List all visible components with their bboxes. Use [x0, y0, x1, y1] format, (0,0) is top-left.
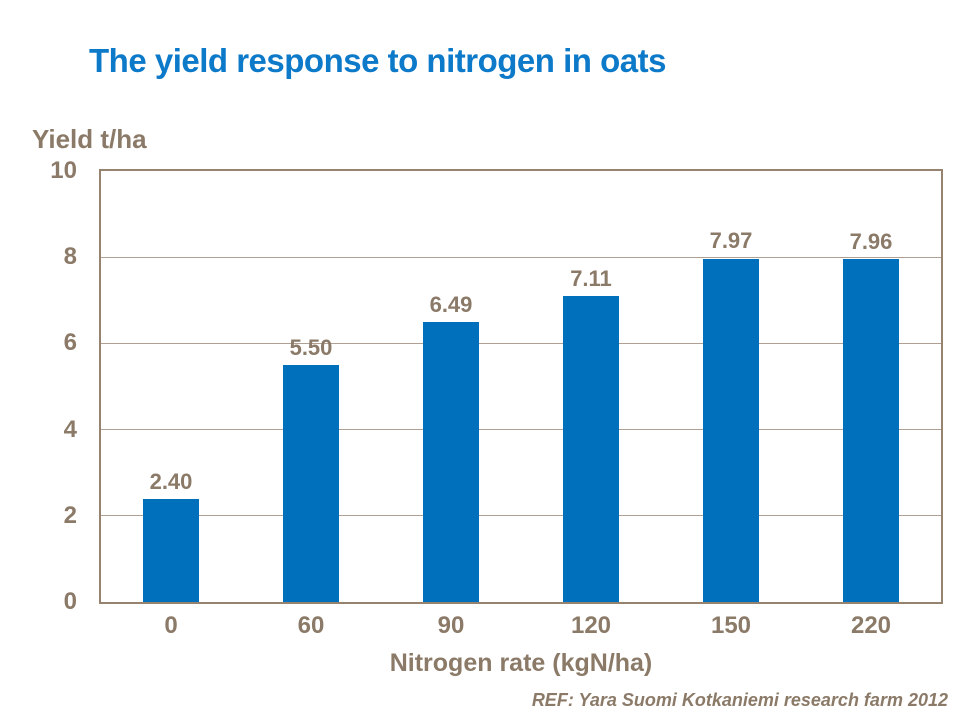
y-axis-title: Yield t/ha	[32, 124, 147, 154]
bar-60	[283, 364, 339, 602]
bar-0	[143, 498, 199, 602]
x-tick-label: 120	[570, 612, 612, 639]
y-tick-label: 10	[50, 157, 77, 184]
bar-value-label: 2.40	[149, 468, 193, 494]
x-tick-label: 60	[297, 612, 325, 639]
gridline-y6	[101, 342, 941, 344]
y-tick-label: 8	[63, 243, 77, 271]
bar-150	[703, 258, 759, 602]
x-axis-title: Nitrogen rate (kgN/ha)	[389, 649, 653, 677]
x-tick-label: 220	[850, 612, 892, 639]
y-tick-label: 4	[63, 415, 77, 443]
bar-120	[563, 295, 619, 602]
bar-value-label: 6.49	[429, 292, 473, 318]
plot-area	[99, 169, 943, 604]
y-tick-label: 2	[63, 501, 77, 529]
chart-title: The yield response to nitrogen in oats	[89, 42, 666, 79]
gridline-y8	[101, 256, 941, 258]
bar-220	[843, 258, 899, 602]
x-tick-label: 0	[164, 612, 178, 639]
x-tick-label: 150	[710, 612, 752, 639]
bar-value-label: 5.50	[289, 334, 333, 360]
bar-90	[423, 322, 479, 602]
bar-value-label: 7.11	[570, 265, 612, 291]
y-tick-label: 6	[63, 329, 77, 357]
y-tick-label: 0	[63, 588, 77, 615]
gridline-y2	[101, 515, 941, 517]
reference-note: REF: Yara Suomi Kotkaniemi research farm…	[531, 690, 948, 710]
gridline-y4	[101, 429, 941, 431]
bar-value-label: 7.97	[709, 228, 753, 254]
x-tick-label: 90	[437, 612, 465, 639]
bar-value-label: 7.96	[849, 228, 893, 254]
